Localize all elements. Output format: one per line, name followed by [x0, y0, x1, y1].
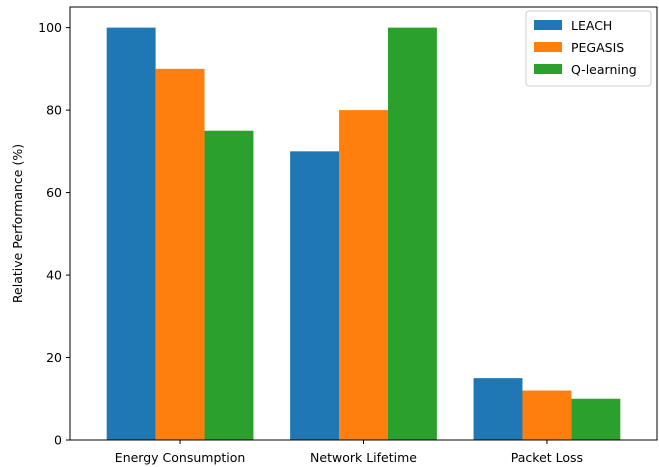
legend-swatch-q-learning: [534, 64, 562, 74]
y-axis-title: Relative Performance (%): [10, 144, 25, 303]
bar-leach-2: [473, 378, 523, 440]
legend-swatch-pegasis: [534, 42, 562, 52]
bars-group: [106, 27, 621, 441]
legend: LEACH PEGASIS Q-learning: [525, 10, 652, 87]
legend-label-leach: LEACH: [571, 18, 612, 33]
legend-label-pegasis: PEGASIS: [571, 40, 624, 55]
plot-frame: [69, 6, 658, 441]
legend-label-q-learning: Q-learning: [571, 62, 637, 77]
bar-q-learning-2: [571, 398, 621, 440]
bar-leach-0: [106, 27, 156, 440]
y-tick-label: 40: [46, 268, 62, 283]
bar-q-learning-0: [204, 130, 254, 440]
legend-swatch-leach: [534, 20, 562, 30]
y-tick-label: 20: [46, 350, 62, 365]
bar-pegasis-1: [339, 110, 388, 440]
y-tick-label: 80: [46, 103, 62, 118]
x-tick-label: Energy Consumption: [115, 450, 246, 465]
bar-pegasis-2: [522, 390, 572, 440]
y-tick-label: 0: [54, 433, 62, 448]
bar-leach-1: [290, 151, 340, 441]
y-tick-label: 100: [38, 20, 62, 35]
bar-q-learning-1: [387, 27, 437, 440]
y-axis: 0 20 40 60 80 100: [38, 20, 70, 448]
x-tick-label: Packet Loss: [511, 450, 583, 465]
y-tick-label: 60: [46, 185, 62, 200]
x-axis: Energy Consumption Network Lifetime Packet…: [115, 440, 583, 465]
bar-pegasis-0: [155, 68, 205, 440]
x-tick-label: Network Lifetime: [310, 450, 417, 465]
